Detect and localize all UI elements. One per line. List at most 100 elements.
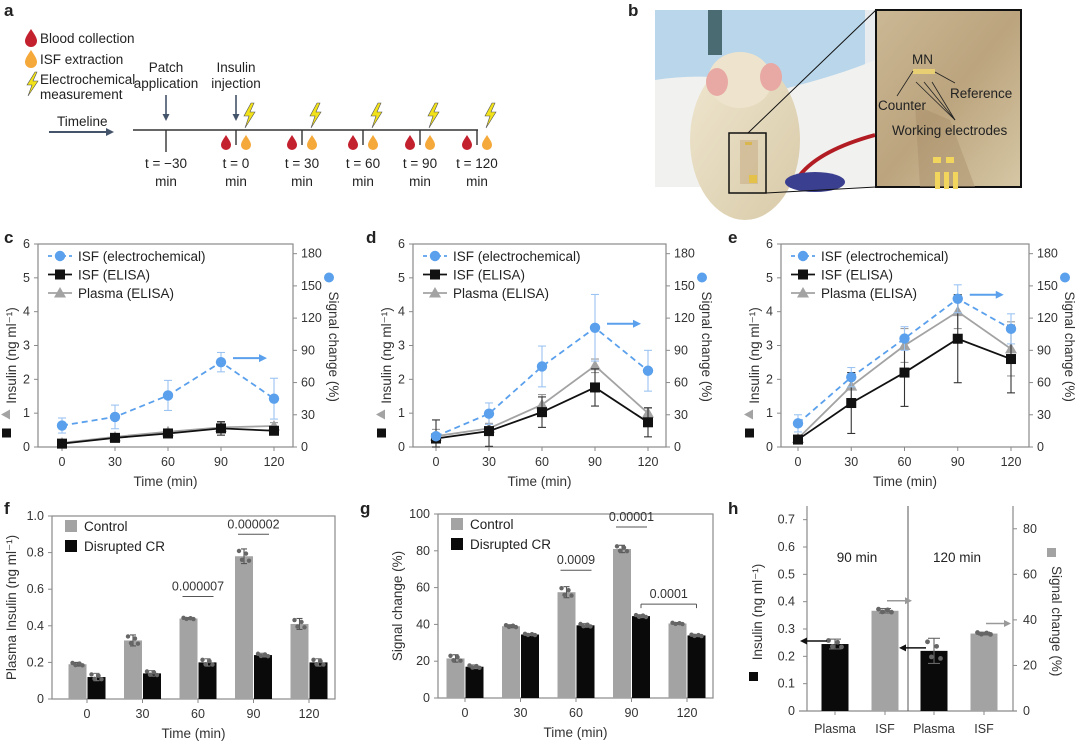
- legend-text: ISF (electrochemical): [78, 249, 206, 264]
- x-tick-label: 120: [638, 455, 659, 469]
- legend-text: ISF (ELISA): [821, 268, 893, 283]
- right-axis-arrow-head: [633, 319, 641, 328]
- y-label-triangle-marker: [376, 409, 385, 420]
- legend-swatch: [451, 518, 463, 530]
- y2-tick-label: 90: [674, 343, 688, 357]
- timepoint: t = 120 min: [456, 102, 498, 189]
- chart-f: f 0 0.2 0.4 0.6 0.8 1.0 0 30 60 90 120 Time (min) Pla…: [4, 499, 336, 741]
- legend-text: ISF (electrochemical): [821, 249, 949, 264]
- replicate-dot: [458, 658, 463, 663]
- replicate-dot: [210, 662, 215, 667]
- isf-drop-icon: [241, 135, 251, 150]
- pvalue-annotation: 0.000007: [172, 579, 224, 597]
- injection-label: injection: [211, 76, 261, 91]
- replicate-dot: [207, 658, 212, 664]
- y2-tick-label: 0: [1037, 440, 1044, 454]
- replicate-dot: [299, 619, 304, 625]
- plot-frame: [37, 243, 294, 448]
- y-axis-label: Insulin (ng ml⁻¹): [379, 307, 394, 403]
- x-tick-label: 60: [898, 455, 912, 469]
- bar: [179, 618, 198, 699]
- timepoint-unit: min: [225, 174, 247, 189]
- x-tick-label: 60: [535, 455, 549, 469]
- x-tick-label: 0: [462, 706, 469, 720]
- y-tick-label: 0.3: [778, 622, 795, 636]
- x-tick-label: 90: [247, 707, 261, 721]
- legend-electrochemical: Electrochemical measurement: [26, 71, 135, 102]
- y-axis-label: Signal change (%): [390, 551, 405, 661]
- timeline-label: Timeline: [57, 114, 108, 129]
- lightning-icon: [309, 102, 322, 129]
- y-tick-label: 6: [398, 237, 405, 251]
- data-point: [952, 333, 963, 344]
- y2-axis-label: Signal change (%): [1049, 566, 1064, 676]
- bar: [576, 625, 595, 698]
- x-tick-label: 120: [677, 706, 698, 720]
- timepoint-unit: min: [409, 174, 431, 189]
- blood-drop-icon: [462, 135, 472, 150]
- reference-label: Reference: [950, 86, 1012, 101]
- data-point: [952, 293, 963, 304]
- series-Disrupted CR: [87, 651, 328, 699]
- series-0: [430, 293, 654, 442]
- x-tick-label: 0: [795, 455, 802, 469]
- legend-circle-marker: [1060, 272, 1070, 283]
- replicate-dot: [200, 657, 205, 662]
- legend-text: ISF (electrochemical): [453, 249, 581, 264]
- replicate-dot: [477, 665, 482, 671]
- replicate-dot: [885, 607, 890, 613]
- timepoint: t = 0 min: [221, 102, 256, 189]
- series-line: [797, 297, 1012, 425]
- legend-item: Disrupted CR: [65, 539, 165, 554]
- chart-h: h 0 0.1 0.2 0.3 0.4 0.5 0.6 0.7 0 20 40 60 80 Plasma IS…: [728, 499, 1064, 736]
- replicate-dot: [448, 653, 453, 658]
- data-point: [429, 250, 441, 262]
- replicate-dot: [73, 662, 78, 668]
- replicate-dot: [532, 632, 538, 638]
- replicate-dot: [154, 672, 160, 678]
- y-tick-label: 5: [23, 271, 30, 285]
- legend-text: Control: [470, 517, 514, 532]
- y2-tick-label: 90: [301, 343, 315, 357]
- pvalue-label: 0.0001: [650, 587, 688, 601]
- series-Disrupted CR: [465, 612, 706, 698]
- bar: [613, 548, 631, 698]
- timeline-arrow: [49, 128, 114, 136]
- injection-label: Insulin: [216, 60, 255, 75]
- blood-drop-icon: [348, 135, 358, 150]
- patch-label: Patch: [149, 60, 184, 75]
- x-tick-label: Plasma: [814, 722, 856, 736]
- y2-tick-label: 60: [674, 376, 688, 390]
- replicate-dot: [513, 624, 519, 630]
- replicate-dot: [292, 617, 297, 623]
- replicate-dot: [295, 624, 300, 629]
- timepoint-label: t = 60: [346, 156, 380, 171]
- data-point: [110, 432, 120, 443]
- y2-tick-label: 180: [674, 247, 695, 261]
- y-tick-label: 1.0: [27, 509, 44, 523]
- x-tick-label: 60: [569, 706, 583, 720]
- timepoint-label: t = 0: [223, 156, 250, 171]
- data-point: [430, 269, 440, 280]
- y-tick-label: 0.2: [27, 655, 44, 669]
- series-1: [57, 421, 279, 449]
- y-label-square-marker: [2, 428, 11, 438]
- replicate-dot: [80, 663, 85, 668]
- bar: [871, 610, 899, 711]
- lightning-icon: [243, 102, 256, 129]
- y-tick-label: 4: [398, 305, 405, 319]
- series-1: [793, 294, 1016, 445]
- y2-tick-label: 0: [1023, 704, 1030, 718]
- x-axis-label: Time (min): [544, 725, 608, 740]
- replicate-dot: [132, 636, 138, 641]
- y2-tick-label: 150: [1037, 279, 1058, 293]
- legend-item: Control: [65, 519, 128, 534]
- bar: [235, 556, 253, 699]
- bar: [143, 673, 161, 699]
- y-tick-label: 0: [23, 440, 30, 454]
- y2-tick-label: 120: [1037, 311, 1058, 325]
- y-tick-label: 0.5: [778, 567, 795, 581]
- replicate-dot: [451, 658, 456, 663]
